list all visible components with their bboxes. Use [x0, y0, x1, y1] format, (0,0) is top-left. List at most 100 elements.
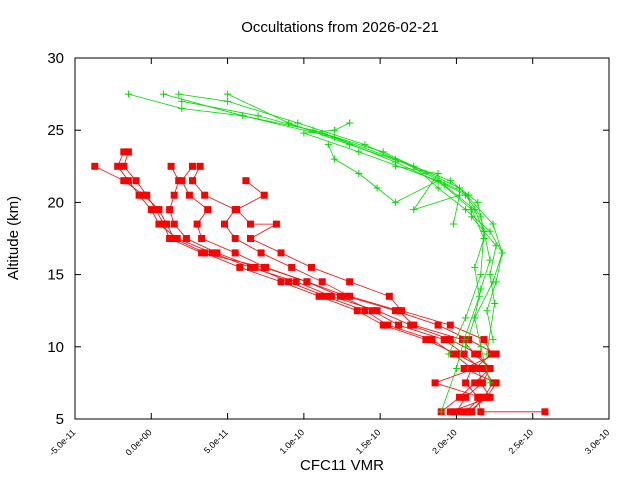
- red-point: [452, 408, 460, 416]
- red-point: [384, 321, 392, 329]
- green-point: [410, 206, 418, 214]
- green-point: [491, 299, 499, 307]
- green-series-line: [227, 93, 503, 340]
- green-point: [355, 170, 363, 178]
- red-series-5: [178, 162, 494, 416]
- red-point: [242, 177, 250, 185]
- red-point: [285, 278, 293, 286]
- red-point: [185, 191, 193, 199]
- red-point: [193, 220, 201, 228]
- red-point: [398, 307, 405, 315]
- green-point: [254, 112, 262, 120]
- red-point: [315, 292, 323, 300]
- red-point: [379, 321, 387, 329]
- red-point: [155, 206, 163, 214]
- red-point: [488, 350, 495, 358]
- x-tick-label: 3.0e-10: [583, 427, 612, 456]
- red-point: [178, 177, 186, 185]
- red-point: [277, 278, 285, 286]
- red-point: [189, 177, 196, 185]
- red-point: [251, 263, 259, 271]
- y-axis-label: Altitude (km): [5, 196, 22, 280]
- red-point: [170, 235, 178, 242]
- green-point: [480, 227, 488, 235]
- red-point: [449, 350, 457, 358]
- red-point: [124, 177, 132, 185]
- red-point: [410, 321, 418, 329]
- green-point: [477, 213, 485, 221]
- red-point: [198, 235, 206, 242]
- red-series-line: [192, 166, 491, 413]
- red-point: [434, 321, 442, 329]
- red-point: [346, 278, 354, 286]
- red-point: [462, 379, 470, 387]
- red-point: [373, 307, 381, 315]
- green-point: [300, 129, 308, 137]
- y-tick-label: 10: [47, 339, 64, 356]
- red-point: [486, 365, 494, 372]
- red-point: [303, 278, 311, 286]
- x-tick-label: 2.0e-10: [430, 427, 459, 456]
- red-point: [460, 365, 468, 372]
- green-point: [489, 336, 497, 344]
- red-point: [327, 292, 335, 300]
- red-point: [166, 235, 174, 242]
- red-point: [132, 177, 140, 185]
- red-point: [292, 278, 300, 286]
- red-point: [486, 393, 494, 401]
- green-point: [483, 307, 491, 315]
- red-point: [475, 365, 483, 372]
- red-point: [221, 220, 228, 228]
- red-point: [428, 336, 436, 344]
- green-point: [445, 350, 453, 358]
- red-point: [468, 408, 476, 416]
- red-point: [262, 263, 270, 271]
- red-point: [167, 162, 175, 170]
- green-point: [224, 90, 232, 98]
- red-point: [462, 393, 470, 401]
- green-series-5: [224, 90, 506, 344]
- red-point: [189, 162, 196, 170]
- red-point: [147, 206, 155, 214]
- green-point: [373, 184, 381, 192]
- red-point: [308, 263, 315, 271]
- green-point: [178, 97, 186, 105]
- red-point: [361, 307, 369, 315]
- green-point: [175, 90, 183, 98]
- red-point: [471, 365, 479, 372]
- red-point: [140, 191, 148, 199]
- green-point: [462, 343, 470, 351]
- red-point: [346, 292, 354, 300]
- green-point: [434, 177, 442, 185]
- green-point: [483, 350, 491, 358]
- red-point: [353, 307, 361, 315]
- green-point: [486, 379, 494, 387]
- green-point: [462, 206, 470, 214]
- green-series-1: [300, 119, 488, 416]
- green-point: [477, 285, 485, 293]
- y-tick-label: 5: [56, 411, 64, 428]
- red-point: [247, 220, 254, 228]
- green-point: [474, 198, 482, 206]
- green-point: [330, 155, 338, 163]
- plot-frame: [74, 57, 610, 420]
- y-tick-label: 25: [47, 122, 64, 139]
- red-point: [155, 220, 163, 228]
- green-point: [462, 191, 470, 199]
- red-point: [480, 336, 488, 344]
- red-point: [318, 278, 326, 286]
- x-tick-label: 2.5e-10: [506, 427, 535, 456]
- green-point: [460, 336, 468, 344]
- green-point: [492, 278, 500, 286]
- green-point: [477, 271, 485, 279]
- green-point: [498, 249, 506, 257]
- red-point: [163, 220, 170, 228]
- green-point: [446, 177, 454, 185]
- green-point: [346, 119, 354, 127]
- red-point: [170, 220, 178, 228]
- red-point: [272, 220, 280, 228]
- y-tick-label: 30: [47, 50, 64, 67]
- x-tick-label: 0.0e+00: [123, 427, 153, 457]
- red-point: [385, 292, 393, 300]
- x-tick-label: 1.0e-10: [278, 427, 307, 456]
